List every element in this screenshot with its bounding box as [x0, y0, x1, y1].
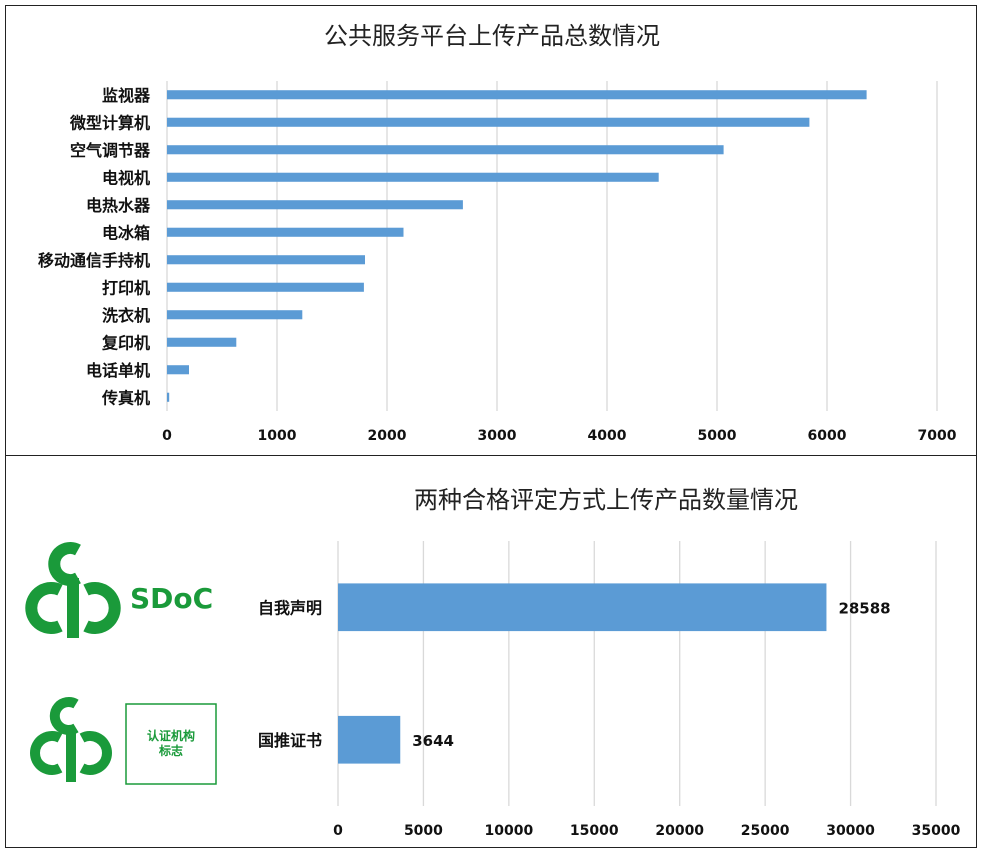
- sdoc-logo-text: SDoC: [130, 582, 213, 615]
- category-label: 自我声明: [258, 598, 322, 617]
- category-label: 电冰箱: [102, 223, 150, 242]
- cert-logo-text: 认证机构标志: [146, 729, 195, 758]
- category-label: 洗衣机: [102, 306, 150, 325]
- ccc-mark-icon: [25, 542, 121, 638]
- bar: [167, 310, 303, 320]
- x-tick-label: 25000: [741, 823, 790, 839]
- data-label: 3644: [412, 732, 454, 750]
- x-tick-label: 5000: [404, 823, 443, 839]
- chart-title: 两种合格评定方式上传产品数量情况: [414, 486, 798, 514]
- category-label: 电热水器: [86, 196, 151, 215]
- chart-panel-products-total: 公共服务平台上传产品总数情况 监视器微型计算机空气调节器电视机电热水器电冰箱移动…: [5, 5, 977, 456]
- x-tick-label: 7000: [918, 428, 957, 444]
- x-tick-label: 2000: [368, 428, 407, 444]
- x-tick-label: 4000: [588, 428, 627, 444]
- x-tick-label: 30000: [826, 823, 875, 839]
- x-tick-label: 20000: [655, 823, 704, 839]
- bar: [167, 172, 659, 182]
- bar: [338, 583, 827, 632]
- category-label: 电话单机: [86, 361, 150, 380]
- x-tick-label: 6000: [808, 428, 847, 444]
- x-tick-label: 0: [162, 428, 172, 444]
- category-label: 传真机: [101, 388, 150, 407]
- category-label: 微型计算机: [69, 113, 150, 132]
- x-tick-label: 35000: [912, 823, 961, 839]
- cert-logo-frame: [125, 703, 217, 785]
- category-label: 国推证书: [258, 731, 322, 750]
- bar: [167, 282, 364, 292]
- bar: [167, 117, 810, 127]
- bar: [167, 365, 189, 375]
- bar: [167, 337, 237, 347]
- category-label: 电视机: [102, 168, 150, 187]
- bar: [167, 145, 724, 155]
- chart-title: 公共服务平台上传产品总数情况: [324, 22, 660, 50]
- bar: [167, 227, 404, 237]
- chart-panel-conformity-methods: 两种合格评定方式上传产品数量情况 自我声明国推证书 28588 3644 0 500…: [5, 455, 977, 848]
- cert-body-logo: 认证机构标志: [30, 697, 217, 785]
- bar: [338, 715, 401, 764]
- x-tick-label: 15000: [570, 823, 619, 839]
- category-label: 复印机: [101, 333, 150, 352]
- x-tick-label: 0: [333, 823, 343, 839]
- sdoc-logo: SDoC: [25, 542, 213, 638]
- bar: [167, 255, 365, 265]
- ccc-mark-icon: [30, 697, 112, 782]
- x-tick-label: 1000: [258, 428, 297, 444]
- bar: [167, 90, 867, 100]
- x-tick-label: 10000: [484, 823, 533, 839]
- category-label: 移动通信手持机: [38, 251, 150, 270]
- category-label: 空气调节器: [70, 141, 151, 160]
- chart-products-total: 公共服务平台上传产品总数情况 监视器微型计算机空气调节器电视机电热水器电冰箱移动…: [38, 22, 957, 444]
- category-label: 监视器: [102, 86, 151, 105]
- data-label: 28588: [838, 599, 890, 617]
- category-label: 打印机: [102, 278, 150, 297]
- bar: [167, 200, 463, 210]
- x-tick-label: 5000: [698, 428, 737, 444]
- x-tick-label: 3000: [478, 428, 517, 444]
- bar: [167, 392, 170, 402]
